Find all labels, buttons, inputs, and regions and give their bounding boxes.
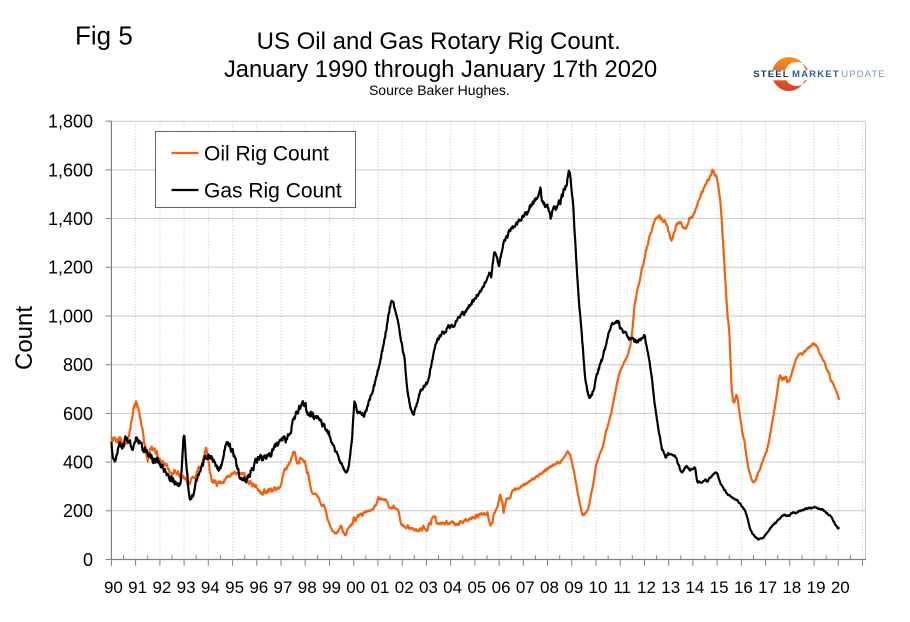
svg-text:1,400: 1,400 [48,209,93,229]
svg-text:MARKET: MARKET [792,69,840,80]
svg-text:08: 08 [540,578,559,597]
svg-text:93: 93 [177,578,196,597]
svg-text:STEEL: STEEL [753,69,790,80]
svg-text:97: 97 [274,578,293,597]
svg-text:Fig 5: Fig 5 [75,21,133,51]
svg-text:91: 91 [128,578,147,597]
svg-text:02: 02 [395,578,414,597]
svg-text:12: 12 [637,578,656,597]
svg-text:600: 600 [63,404,93,424]
svg-text:19: 19 [807,578,826,597]
svg-text:96: 96 [249,578,268,597]
svg-text:95: 95 [225,578,244,597]
svg-text:US Oil and Gas Rotary Rig Coun: US Oil and Gas Rotary Rig Count. [257,28,621,55]
svg-text:January 1990 through January 1: January 1990 through January 17th 2020 [224,57,657,83]
svg-text:400: 400 [63,453,93,473]
svg-text:17: 17 [758,578,777,597]
svg-text:1,600: 1,600 [48,160,93,180]
svg-text:20: 20 [831,578,850,597]
svg-text:Count: Count [11,306,38,370]
svg-text:92: 92 [152,578,171,597]
svg-text:10: 10 [589,578,608,597]
svg-text:Source Baker Hughes.: Source Baker Hughes. [369,82,510,98]
svg-text:00: 00 [346,578,365,597]
svg-text:Gas Rig Count: Gas Rig Count [204,179,342,202]
svg-text:90: 90 [104,578,123,597]
svg-text:200: 200 [63,501,93,521]
svg-text:03: 03 [419,578,438,597]
svg-text:1,200: 1,200 [48,258,93,278]
svg-text:11: 11 [613,578,631,597]
svg-text:18: 18 [782,578,801,597]
svg-text:01: 01 [370,578,389,597]
svg-text:99: 99 [322,578,341,597]
svg-text:07: 07 [516,578,535,597]
svg-text:1,800: 1,800 [48,112,93,132]
svg-text:0: 0 [83,550,93,570]
svg-text:15: 15 [710,578,729,597]
svg-text:05: 05 [467,578,486,597]
svg-text:UPDATE: UPDATE [841,69,885,80]
svg-text:06: 06 [492,578,511,597]
svg-text:16: 16 [734,578,753,597]
svg-text:98: 98 [298,578,317,597]
svg-text:09: 09 [564,578,583,597]
svg-text:1,000: 1,000 [48,306,93,326]
svg-text:14: 14 [685,578,704,597]
svg-text:800: 800 [63,355,93,375]
svg-text:94: 94 [201,578,220,597]
svg-text:Oil Rig Count: Oil Rig Count [204,142,329,165]
svg-text:04: 04 [443,578,462,597]
svg-text:13: 13 [661,578,680,597]
